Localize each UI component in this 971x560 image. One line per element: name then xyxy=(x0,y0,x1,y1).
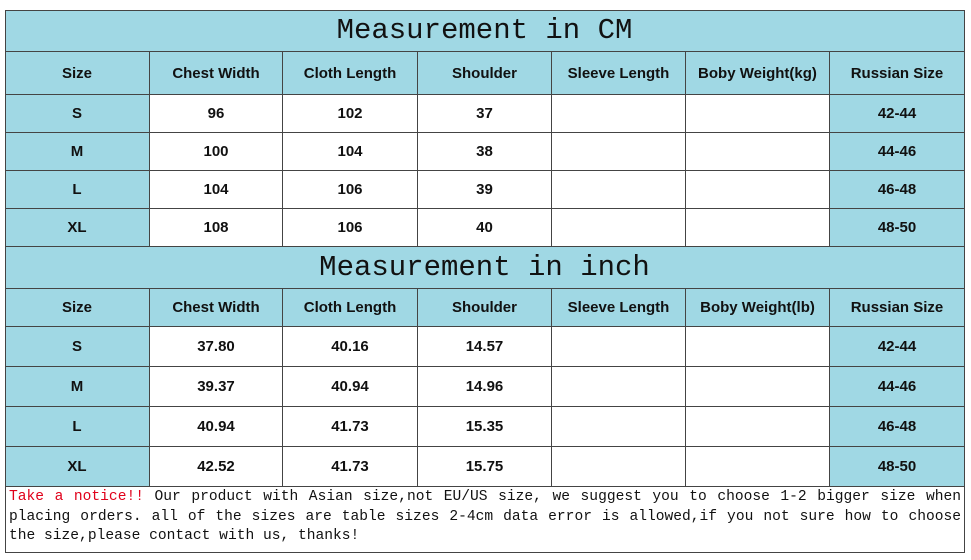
table-cell: 104 xyxy=(150,171,283,209)
empty-cell xyxy=(552,95,686,133)
notice: Take a notice!! Our product with Asian s… xyxy=(5,487,965,553)
table-cell: XL xyxy=(5,447,150,487)
table-cell: 48-50 xyxy=(830,447,965,487)
empty-cell xyxy=(686,209,830,247)
empty-cell xyxy=(686,133,830,171)
column-header: Boby Weight(lb) xyxy=(686,289,830,327)
empty-cell xyxy=(686,447,830,487)
notice-label: Take a notice!! xyxy=(9,489,144,505)
column-header: Cloth Length xyxy=(283,289,418,327)
table-cell: 108 xyxy=(150,209,283,247)
table-cell: 40.16 xyxy=(283,327,418,367)
column-header: Sleeve Length xyxy=(552,52,686,95)
column-header: Cloth Length xyxy=(283,52,418,95)
table-cell: 104 xyxy=(283,133,418,171)
notice-text: Our product with Asian size,not EU/US si… xyxy=(9,489,961,544)
table-cell: 100 xyxy=(150,133,283,171)
table-cell: 41.73 xyxy=(283,407,418,447)
table-cell: 44-46 xyxy=(830,133,965,171)
column-header: Shoulder xyxy=(418,289,552,327)
table-cell: 46-48 xyxy=(830,171,965,209)
table-cell: 42.52 xyxy=(150,447,283,487)
column-header: Shoulder xyxy=(418,52,552,95)
empty-cell xyxy=(686,171,830,209)
column-header: Size xyxy=(5,289,150,327)
table-cell: M xyxy=(5,133,150,171)
empty-cell xyxy=(686,367,830,407)
column-header: Russian Size xyxy=(830,289,965,327)
table-cell: M xyxy=(5,367,150,407)
table-cell: 96 xyxy=(150,95,283,133)
column-header: Chest Width xyxy=(150,52,283,95)
table-cell: 44-46 xyxy=(830,367,965,407)
column-header: Boby Weight(kg) xyxy=(686,52,830,95)
column-header: Russian Size xyxy=(830,52,965,95)
table-cell: S xyxy=(5,95,150,133)
empty-cell xyxy=(552,407,686,447)
table-cell: L xyxy=(5,171,150,209)
table-cell: 15.75 xyxy=(418,447,552,487)
table-cell: 41.73 xyxy=(283,447,418,487)
table-cell: 102 xyxy=(283,95,418,133)
table-cell: 40.94 xyxy=(150,407,283,447)
table-cell: XL xyxy=(5,209,150,247)
table-cell: 106 xyxy=(283,171,418,209)
table-cell: 40.94 xyxy=(283,367,418,407)
table-cell: 42-44 xyxy=(830,327,965,367)
empty-cell xyxy=(552,133,686,171)
table-cell: 14.57 xyxy=(418,327,552,367)
empty-cell xyxy=(552,447,686,487)
table-cell: 14.96 xyxy=(418,367,552,407)
section-title: Measurement in CM xyxy=(5,10,965,52)
column-header: Size xyxy=(5,52,150,95)
empty-cell xyxy=(552,367,686,407)
empty-cell xyxy=(552,327,686,367)
table-cell: 48-50 xyxy=(830,209,965,247)
table-cell: 39.37 xyxy=(150,367,283,407)
empty-cell xyxy=(686,407,830,447)
empty-cell xyxy=(552,171,686,209)
table-cell: L xyxy=(5,407,150,447)
table-cell: 106 xyxy=(283,209,418,247)
empty-cell xyxy=(686,327,830,367)
table-cell: 15.35 xyxy=(418,407,552,447)
table-cell: 42-44 xyxy=(830,95,965,133)
empty-cell xyxy=(686,95,830,133)
table-cell: 40 xyxy=(418,209,552,247)
table-cell: 37.80 xyxy=(150,327,283,367)
column-header: Chest Width xyxy=(150,289,283,327)
table-cell: 46-48 xyxy=(830,407,965,447)
table-cell: 38 xyxy=(418,133,552,171)
table-cell: S xyxy=(5,327,150,367)
column-header: Sleeve Length xyxy=(552,289,686,327)
table-cell: 37 xyxy=(418,95,552,133)
empty-cell xyxy=(552,209,686,247)
table-cell: 39 xyxy=(418,171,552,209)
section-title: Measurement in inch xyxy=(5,247,965,289)
